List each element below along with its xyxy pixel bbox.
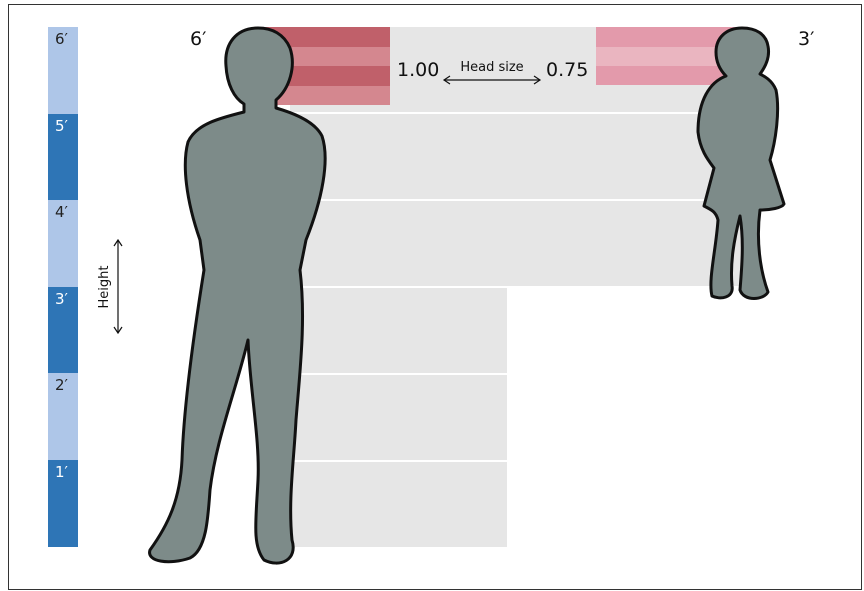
scale-label: 6′: [55, 30, 69, 48]
scale-label: 4′: [55, 203, 69, 221]
page: 6′ 5′ 4′ 3′ 2′ 1′ 6′ 3′ 1.00 0.75 Head s…: [0, 0, 864, 591]
row: [290, 114, 746, 199]
adult-height-label: 6′: [190, 28, 206, 50]
scale-label: 5′: [55, 117, 69, 135]
child-height-label: 3′: [798, 28, 814, 50]
scale-label: 3′: [55, 290, 69, 308]
adult-head-size: 1.00: [397, 59, 439, 81]
scale-label: 1′: [55, 463, 69, 481]
row: [290, 288, 507, 373]
row: [290, 375, 507, 460]
height-label: Height: [97, 266, 112, 309]
child-head-size: 0.75: [546, 59, 588, 81]
row: [290, 462, 507, 547]
row: [290, 201, 746, 286]
diagram: 6′ 5′ 4′ 3′ 2′ 1′ 6′ 3′ 1.00 0.75 Head s…: [0, 0, 864, 591]
scale: 6′ 5′ 4′ 3′ 2′ 1′: [48, 27, 78, 547]
scale-label: 2′: [55, 376, 69, 394]
head-size-label: Head size: [460, 60, 523, 75]
